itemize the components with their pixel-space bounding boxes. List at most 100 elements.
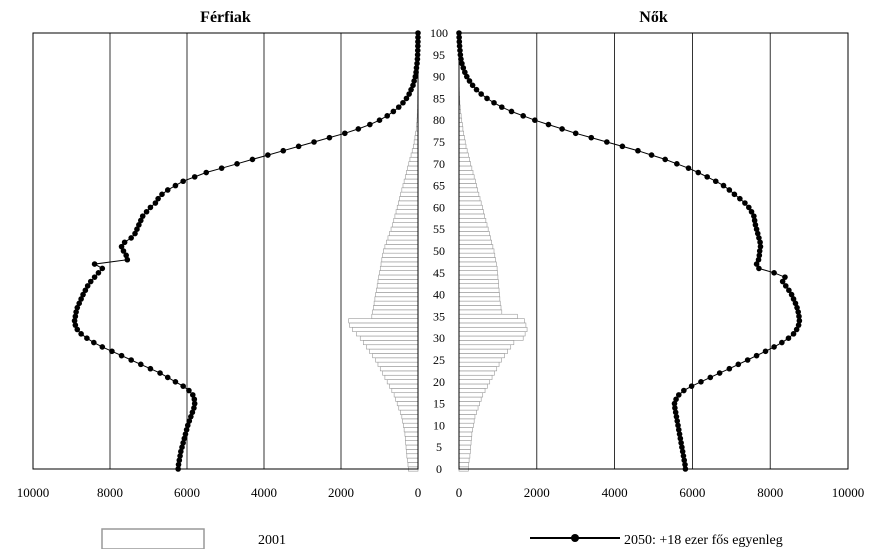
- bar-female-age-29: [459, 340, 514, 344]
- bar-female-age-54: [459, 231, 489, 235]
- point-male-age-19: [180, 383, 186, 389]
- bar-male-age-2: [408, 458, 418, 462]
- bar-male-age-65: [403, 183, 418, 187]
- age-label-5: 5: [436, 440, 442, 454]
- bar-male-age-27: [369, 349, 418, 353]
- point-male-age-63: [159, 192, 165, 198]
- point-female-age-67: [704, 174, 710, 180]
- bar-male-age-59: [396, 210, 418, 214]
- bar-male-age-49: [383, 253, 418, 257]
- bar-female-age-7: [459, 436, 471, 440]
- bar-female-age-66: [459, 179, 475, 183]
- bar-male-age-41: [376, 288, 418, 292]
- age-label-100: 100: [430, 26, 448, 40]
- bar-female-age-56: [459, 223, 487, 227]
- point-male-age-71: [250, 157, 256, 163]
- bar-male-age-15: [397, 401, 418, 405]
- bar-male-age-46: [380, 266, 418, 270]
- bar-male-age-53: [388, 236, 418, 240]
- point-male-age-73: [280, 148, 286, 154]
- bar-female-age-6: [459, 441, 471, 445]
- point-female-age-19: [689, 383, 695, 389]
- age-label-70: 70: [433, 157, 445, 171]
- bar-male-age-34: [349, 319, 418, 323]
- bar-male-age-37: [373, 306, 418, 310]
- bar-male-age-36: [373, 310, 418, 314]
- point-female-age-70: [674, 161, 680, 167]
- point-male-age-22: [157, 370, 163, 376]
- point-female-age-75: [604, 139, 610, 145]
- bar-male-age-12: [402, 415, 418, 419]
- bar-female-age-2: [459, 458, 469, 462]
- bar-male-age-5: [406, 445, 418, 449]
- point-male-age-25: [128, 357, 134, 363]
- legend-marker-2050: [571, 534, 579, 542]
- bar-male-age-71: [410, 157, 418, 161]
- point-female-age-24: [736, 362, 742, 368]
- bar-female-age-42: [459, 284, 499, 288]
- point-female-age-18: [681, 388, 687, 394]
- bar-male-age-38: [374, 301, 418, 305]
- point-female-age-22: [717, 370, 723, 376]
- point-female-age-72: [649, 152, 655, 158]
- point-female-age-27: [763, 348, 769, 354]
- point-male-age-31: [78, 331, 84, 337]
- bar-female-age-57: [459, 218, 486, 222]
- bar-female-age-40: [459, 292, 499, 296]
- bar-female-age-59: [459, 210, 484, 214]
- bar-male-age-22: [383, 371, 418, 375]
- bar-male-age-66: [404, 179, 418, 183]
- bar-male-age-30: [360, 336, 418, 340]
- bar-female-age-13: [459, 410, 477, 414]
- bar-male-age-16: [396, 397, 418, 401]
- point-male-age-30: [84, 335, 90, 341]
- bar-female-age-71: [459, 157, 470, 161]
- point-female-age-83: [499, 104, 505, 110]
- bar-female-age-53: [459, 236, 491, 240]
- bar-female-age-23: [459, 367, 497, 371]
- point-male-age-18: [186, 388, 192, 394]
- point-female-age-86: [478, 91, 484, 97]
- bar-female-age-37: [459, 306, 501, 310]
- point-female-age-45: [771, 270, 777, 276]
- bar-male-age-4: [406, 449, 418, 453]
- point-male-age-45: [96, 270, 102, 276]
- age-label-15: 15: [433, 397, 445, 411]
- frame-right: [459, 33, 848, 469]
- bar-female-age-39: [459, 297, 500, 301]
- bar-male-age-3: [407, 454, 418, 458]
- point-male-age-66: [180, 178, 186, 184]
- bar-female-age-35: [459, 314, 517, 318]
- point-female-age-82: [509, 109, 515, 115]
- frame-left: [33, 33, 418, 469]
- bar-male-age-69: [408, 166, 418, 170]
- bar-male-age-54: [390, 231, 418, 235]
- bar-male-age-62: [400, 197, 418, 201]
- point-female-age-21: [707, 375, 713, 381]
- point-male-age-43: [88, 279, 94, 285]
- legend-swatch-2001: [102, 529, 204, 549]
- bar-male-age-25: [376, 358, 418, 362]
- point-female-age-68: [695, 170, 701, 176]
- bar-female-age-27: [459, 349, 508, 353]
- bar-male-age-6: [406, 441, 418, 445]
- point-male-age-60: [148, 205, 154, 211]
- point-female-age-62: [737, 196, 743, 202]
- bar-female-age-5: [459, 445, 471, 449]
- legend-label-2001: 2001: [258, 533, 286, 548]
- point-male-age-79: [367, 122, 373, 128]
- age-label-60: 60: [433, 200, 445, 214]
- bar-female-age-48: [459, 258, 496, 262]
- point-female-age-60: [746, 205, 752, 211]
- bar-male-age-63: [401, 192, 418, 196]
- point-male-age-44: [92, 274, 98, 280]
- age-label-95: 95: [433, 48, 445, 62]
- x-tick-right-6000: 6000: [679, 485, 705, 500]
- point-male-age-70: [234, 161, 240, 167]
- bar-female-age-49: [459, 253, 495, 257]
- bar-male-age-39: [375, 297, 418, 301]
- x-tick-left-10000: 10000: [17, 485, 50, 500]
- point-male-age-84: [400, 100, 406, 106]
- point-male-age-52: [122, 239, 128, 245]
